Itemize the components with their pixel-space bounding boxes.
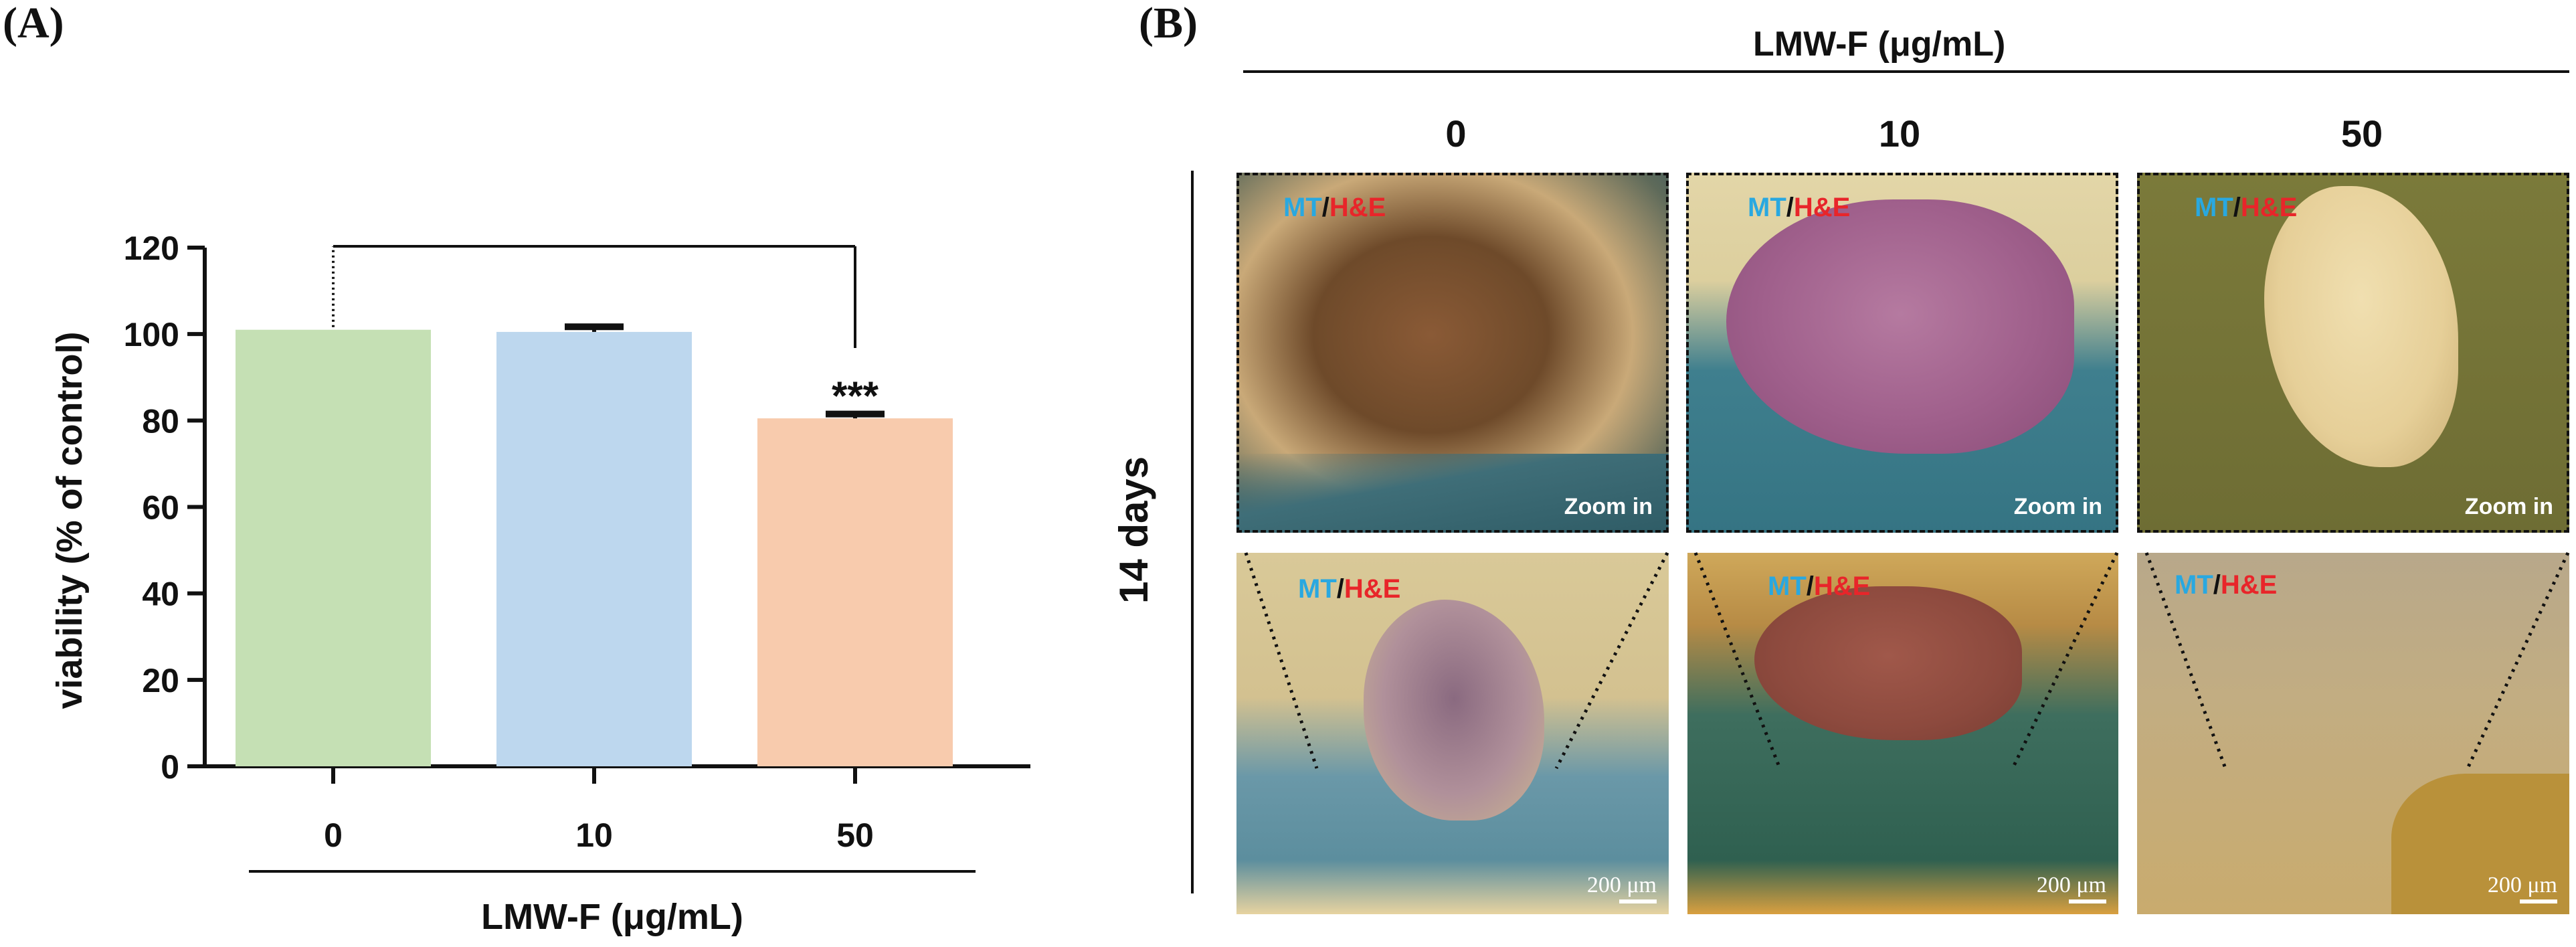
y-tick-label: 120 bbox=[124, 230, 179, 267]
column-header-50: 50 bbox=[2340, 112, 2383, 155]
stain-label: MT/H&E bbox=[1298, 574, 1401, 604]
bar-10 bbox=[496, 331, 692, 766]
y-tick-label: 80 bbox=[142, 402, 179, 440]
stain-label: MT/H&E bbox=[1748, 193, 1851, 222]
scale-bar: 200 μm bbox=[1587, 874, 1657, 903]
y-tick-label: 20 bbox=[142, 662, 179, 699]
y-tick-label: 40 bbox=[142, 576, 179, 613]
stain-label: MT/H&E bbox=[1283, 193, 1386, 222]
y-tick-label: 60 bbox=[142, 489, 179, 527]
scale-bar-line bbox=[2520, 899, 2557, 903]
stain-label: MT/H&E bbox=[2195, 193, 2298, 222]
scale-bar: 200 μm bbox=[2488, 874, 2557, 903]
connector-line bbox=[2011, 551, 2119, 770]
y-tick-label: 0 bbox=[161, 748, 179, 786]
stain-label: MT/H&E bbox=[1768, 572, 1871, 601]
bar-0 bbox=[236, 329, 431, 766]
scale-bar-line bbox=[2069, 899, 2106, 903]
row-bracket bbox=[1191, 171, 1194, 893]
panel-a-letter: (A) bbox=[3, 0, 64, 48]
image-zoom-10: MT/H&E Zoom in bbox=[1686, 173, 2118, 533]
image-overview-50: MT/H&E 200 μm bbox=[2137, 553, 2569, 914]
image-zoom-50: MT/H&E Zoom in bbox=[2137, 173, 2569, 533]
x-tick-label: 50 bbox=[836, 816, 874, 854]
x-tick-label: 0 bbox=[324, 816, 343, 854]
connector-line bbox=[2466, 551, 2570, 770]
image-overview-10: MT/H&E 200 μm bbox=[1687, 553, 2118, 914]
column-header-10: 10 bbox=[1878, 112, 1921, 155]
connector-line bbox=[1554, 551, 1669, 770]
scale-bar: 200 μm bbox=[2037, 874, 2106, 903]
scale-bar-label: 200 μm bbox=[2487, 873, 2557, 897]
column-header-0: 0 bbox=[1445, 112, 1467, 155]
panel-b-letter: (B) bbox=[1139, 0, 1198, 48]
zoom-in-label: Zoom in bbox=[2013, 494, 2102, 519]
x-tick-label: 10 bbox=[575, 816, 613, 854]
x-axis-label: LMW-F (μg/mL) bbox=[481, 897, 743, 937]
scale-bar-label: 200 μm bbox=[1586, 873, 1657, 897]
scale-bar-line bbox=[1619, 899, 1657, 903]
image-overview-0: MT/H&E 200 μm bbox=[1236, 553, 1669, 914]
significance-label: *** bbox=[832, 373, 879, 418]
zoom-in-label: Zoom in bbox=[2464, 494, 2553, 519]
image-zoom-0: MT/H&E Zoom in bbox=[1236, 173, 1669, 533]
y-tick-label: 100 bbox=[124, 316, 179, 353]
scale-bar-label: 200 μm bbox=[2036, 873, 2106, 897]
y-axis-label: viability (% of control) bbox=[50, 331, 90, 709]
bar-50 bbox=[757, 418, 953, 766]
connector-line bbox=[1244, 552, 1319, 769]
connector-line bbox=[2144, 552, 2227, 769]
zoom-in-label: Zoom in bbox=[1564, 494, 1653, 519]
stain-label: MT/H&E bbox=[2175, 570, 2278, 600]
header-rule bbox=[1243, 70, 2569, 73]
concentration-header: LMW-F (μg/mL) bbox=[1753, 25, 2006, 64]
bar-chart: 0 20 40 60 80 100 120 0 10 50 *** viability (% of c… bbox=[50, 230, 1030, 937]
connector-line bbox=[1693, 552, 1782, 769]
